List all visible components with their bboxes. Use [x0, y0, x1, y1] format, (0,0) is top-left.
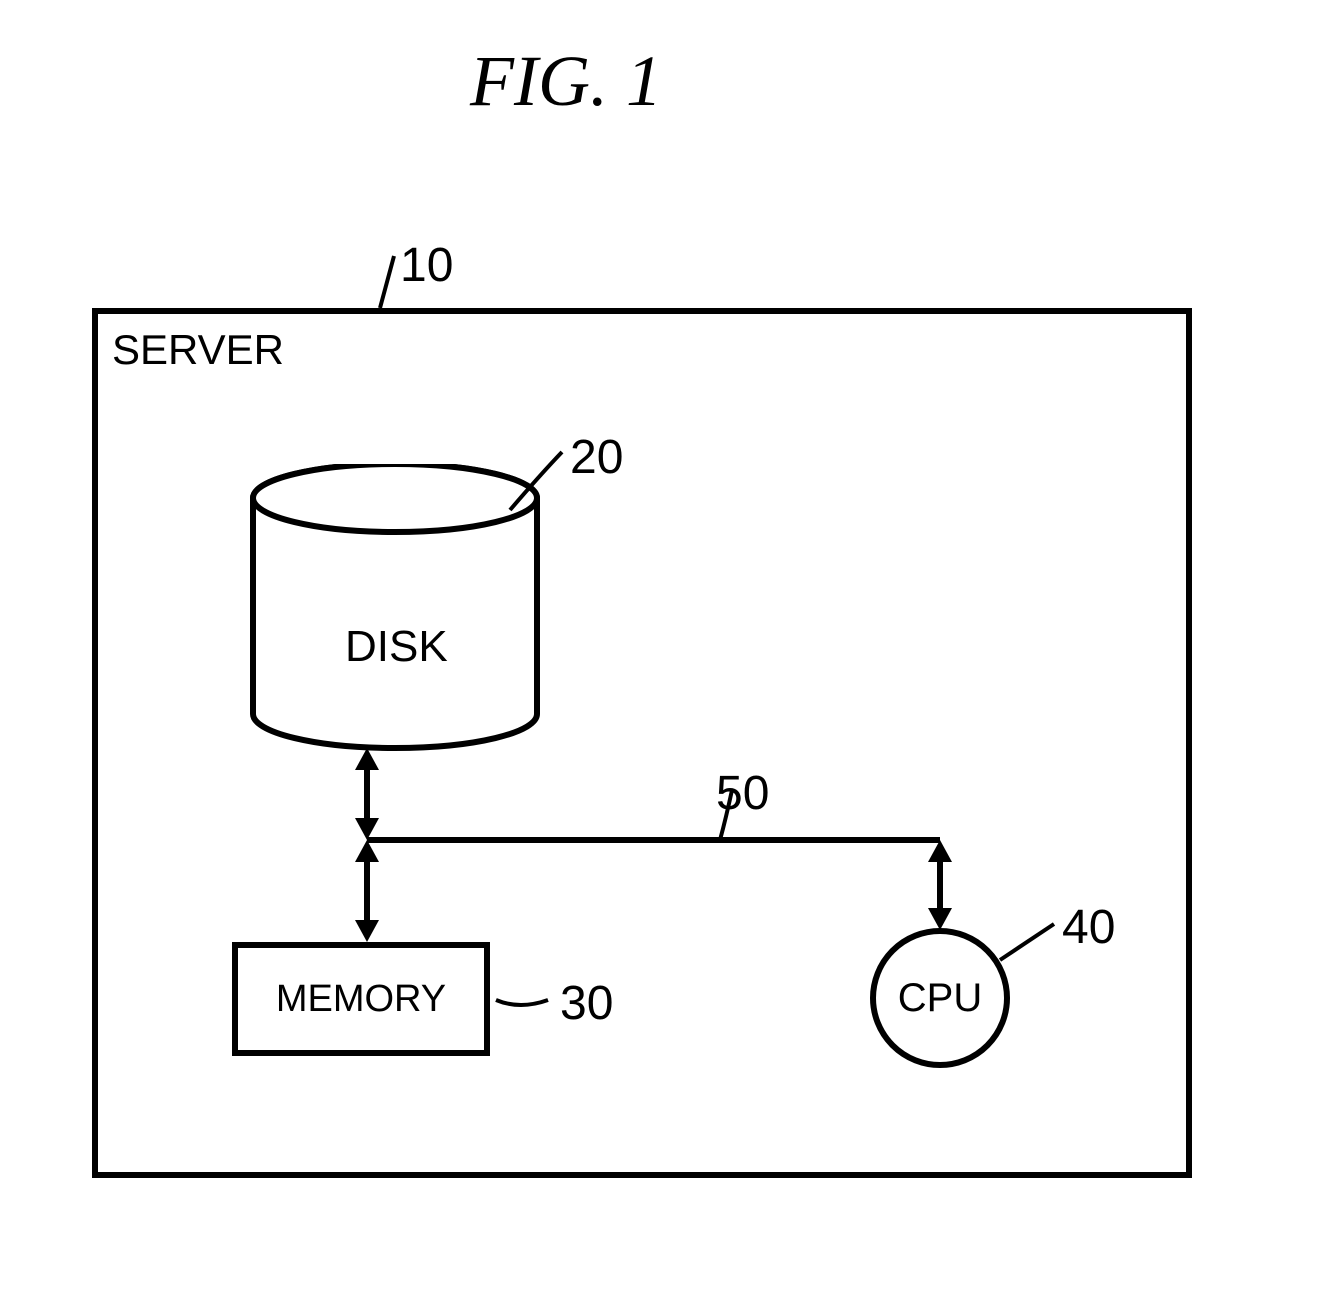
figure-canvas: FIG. 1 SERVER 10 DISK 20 MEMORY 30 CPU 4… [0, 0, 1317, 1301]
bus-ref-num: 50 [716, 766, 769, 821]
bus-connections [0, 0, 1317, 1301]
